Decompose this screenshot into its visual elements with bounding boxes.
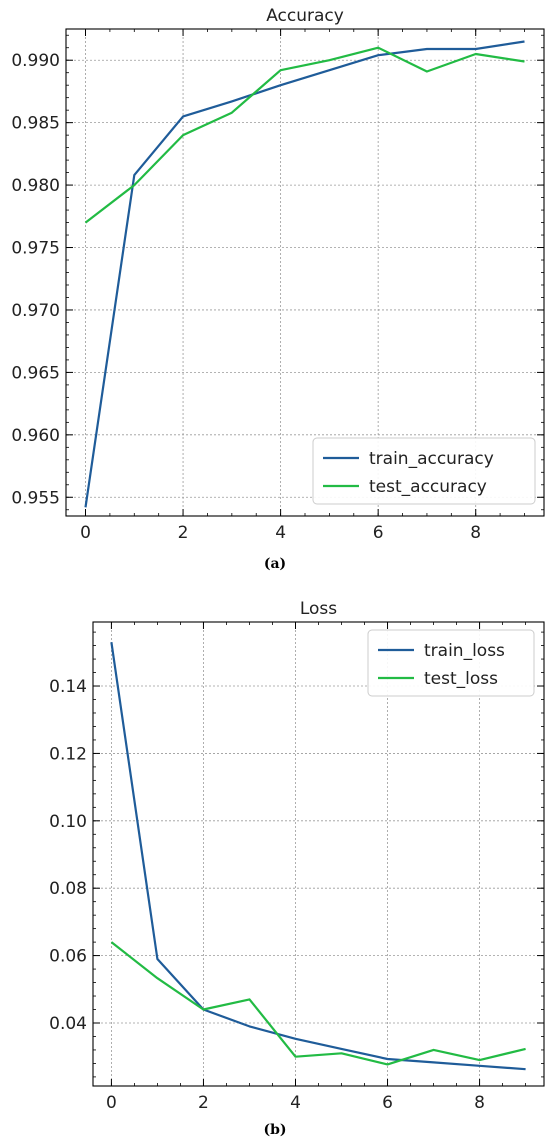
caption-b: (b) — [263, 1122, 287, 1138]
y-tick-label: 0.965 — [11, 363, 60, 383]
grid — [66, 29, 544, 516]
accuracy-chart: Accuracy 0 2 4 6 8 0.955 0.960 0.965 0.970 0.975 0.… — [11, 6, 545, 543]
y-tick-label: 0.985 — [11, 114, 60, 134]
legend: train_accuracy test_accuracy — [312, 437, 536, 505]
legend-label-train_accuracy: train_accuracy — [369, 449, 494, 469]
x-tick-label: 4 — [275, 523, 286, 543]
x-tick-label: 6 — [373, 523, 384, 543]
y-tick-label: 0.06 — [49, 947, 87, 967]
y-tick-label: 0.04 — [49, 1014, 87, 1034]
legend-label-test_loss: test_loss — [424, 669, 498, 689]
legend-box — [367, 629, 535, 697]
chart-title: Loss — [300, 599, 337, 619]
x-tick-label: 2 — [198, 1093, 209, 1113]
series-line-test_accuracy — [84, 46, 525, 224]
series-line-train_accuracy — [84, 40, 525, 508]
plot-frame — [92, 621, 545, 1087]
series-line-test_loss — [110, 941, 526, 1066]
y-tick-label: 0.960 — [11, 426, 60, 446]
plot-frame — [65, 28, 545, 517]
x-tick-label: 8 — [474, 1093, 485, 1113]
caption-a: (a) — [263, 556, 287, 572]
x-tick-label: 0 — [106, 1093, 117, 1113]
y-tick-label: 0.955 — [11, 488, 60, 508]
x-tick-label: 8 — [470, 523, 481, 543]
y-tick-label: 0.14 — [49, 677, 87, 697]
y-tick-label: 0.08 — [49, 879, 87, 899]
major-ticks: 0 2 4 6 8 0.955 0.960 0.965 0.970 0.975 0.980 0.985… — [11, 29, 544, 543]
x-tick-label: 0 — [80, 523, 91, 543]
legend: train_loss test_loss — [367, 629, 535, 697]
y-tick-label: 0.975 — [11, 239, 60, 259]
major-ticks: 0 2 4 6 8 0.04 0.06 0.08 0.10 0.12 0.14 — [49, 622, 544, 1113]
chart-title: Accuracy — [266, 6, 344, 26]
y-tick-label: 0.980 — [11, 176, 60, 196]
y-tick-label: 0.970 — [11, 301, 60, 321]
grid — [93, 622, 544, 1086]
y-tick-label: 0.12 — [49, 744, 87, 764]
y-tick-label: 0.10 — [49, 812, 87, 832]
loss-chart: Loss 0 2 4 6 8 0.04 0.06 0.08 0.10 0.12 0.14 train_l… — [49, 599, 545, 1113]
y-tick-label: 0.990 — [11, 51, 60, 71]
legend-label-test_accuracy: test_accuracy — [369, 477, 487, 497]
x-tick-label: 4 — [290, 1093, 301, 1113]
x-tick-label: 6 — [382, 1093, 393, 1113]
legend-label-train_loss: train_loss — [424, 641, 505, 661]
series-line-train_loss — [110, 642, 526, 1071]
legend-box — [312, 437, 536, 505]
x-tick-label: 2 — [178, 523, 189, 543]
